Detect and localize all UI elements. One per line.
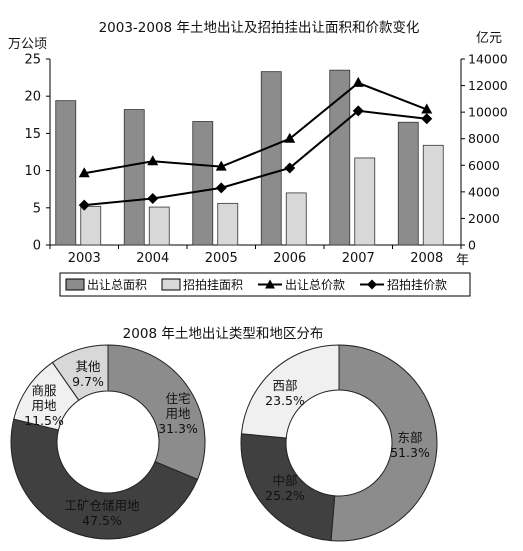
x-axis-unit-label: 年 <box>456 253 469 268</box>
region-slice-1 <box>240 433 336 542</box>
region-slice-0 <box>330 344 438 542</box>
bar-total-area <box>123 109 145 246</box>
right-tick-label: 0 <box>468 238 476 253</box>
slice-name-commercial-2: 用地 <box>31 398 57 413</box>
slice-name-industrial: 工矿仓储用地 <box>64 498 140 513</box>
bar-auction-area <box>148 206 170 246</box>
legend-label-auction-price: 招拍挂价款 <box>387 277 447 292</box>
right-tick-label: 12000 <box>468 78 508 93</box>
land-type-slice-3 <box>51 344 109 401</box>
right-tick-label: 4000 <box>468 184 500 199</box>
legend-marker-diamond <box>367 279 377 290</box>
x-axis-ticks: 2003 2004 2005 2006 2007 2008 <box>49 245 462 266</box>
point-total-price <box>215 160 227 171</box>
point-auction-price <box>215 182 227 194</box>
slice-pct-east: 51.3% <box>390 445 430 460</box>
bar-total-area <box>397 121 419 246</box>
bar-auction-area <box>80 205 102 246</box>
line-auction-price <box>84 109 427 207</box>
left-axis-unit-label: 万公顷 <box>8 37 47 52</box>
left-tick-label: 10 <box>24 164 41 179</box>
point-total-price <box>147 155 159 166</box>
slice-label-central: 中部 25.2% <box>265 473 305 503</box>
point-auction-price <box>352 105 364 117</box>
left-y-axis-ticks: 0 5 10 15 20 25 <box>24 53 50 254</box>
slice-pct-residential: 31.3% <box>158 421 198 436</box>
region-donut-labels: 东部 51.3% 中部 25.2% 西部 23.5% <box>265 378 430 503</box>
point-auction-price <box>147 193 159 204</box>
left-tick-label: 0 <box>33 239 41 254</box>
x-tick-label: 2005 <box>205 251 238 266</box>
donut-charts-title: 2008 年土地出让类型和地区分布 <box>123 326 324 342</box>
point-total-price <box>78 167 90 178</box>
bar-auction-area <box>217 202 239 246</box>
x-tick-label: 2004 <box>136 251 169 266</box>
slice-name-residential-2: 用地 <box>165 406 191 421</box>
bar-auction-area <box>285 192 307 246</box>
bar-auction-area <box>422 144 444 246</box>
slice-pct-other: 9.7% <box>72 374 104 389</box>
slice-label-residential: 住宅用地 31.3% <box>158 391 198 436</box>
bar-total-area <box>55 100 77 246</box>
slice-label-industrial: 工矿仓储用地 47.5% <box>64 498 140 528</box>
point-auction-price <box>421 113 433 125</box>
point-total-price <box>421 103 433 114</box>
left-tick-label: 15 <box>24 127 41 142</box>
point-auction-price <box>284 162 296 174</box>
slice-name-west: 西部 <box>272 378 297 393</box>
slice-name-other: 其他 <box>75 359 101 374</box>
right-tick-label: 8000 <box>468 131 500 146</box>
right-tick-label: 14000 <box>468 52 508 67</box>
line-total-price <box>84 81 428 175</box>
right-tick-label: 2000 <box>468 211 500 226</box>
slice-pct-commercial: 11.5% <box>24 413 64 428</box>
legend-swatch-total-area <box>65 278 85 291</box>
slice-label-commercial: 商服用地 11.5% <box>24 383 64 428</box>
land-type-donut <box>10 344 206 540</box>
slice-pct-west: 23.5% <box>265 393 305 408</box>
region-donut <box>240 344 438 542</box>
point-total-price <box>284 132 296 143</box>
right-tick-label: 6000 <box>468 158 500 173</box>
left-tick-label: 5 <box>33 201 41 216</box>
x-tick-label: 2008 <box>410 251 443 266</box>
right-tick-label: 10000 <box>468 105 508 120</box>
slice-name-central: 中部 <box>272 473 297 488</box>
bar-total-area <box>260 71 282 246</box>
right-y-axis-ticks: 0 2000 4000 6000 8000 10000 12000 14000 <box>461 52 508 253</box>
bar-total-area <box>329 69 351 246</box>
bar-series-group <box>55 69 444 246</box>
left-tick-label: 20 <box>24 90 41 105</box>
legend-label-total-area: 出让总面积 <box>87 278 147 292</box>
slice-name-east: 东部 <box>397 430 422 445</box>
point-total-price <box>352 76 364 87</box>
x-tick-label: 2003 <box>68 251 101 266</box>
slice-label-east: 东部 51.3% <box>390 430 430 460</box>
point-auction-price <box>78 199 90 211</box>
bar-total-area <box>192 121 214 246</box>
land-type-slice-1 <box>10 418 199 540</box>
region-slice-2 <box>240 344 340 439</box>
legend-marker-triangle <box>265 279 275 289</box>
x-tick-label: 2007 <box>342 251 375 266</box>
bar-line-chart-title: 2003-2008 年土地出让及招拍挂出让面积和价款变化 <box>99 20 420 36</box>
legend-swatch-auction-area <box>161 278 181 291</box>
x-tick-label: 2006 <box>273 251 306 266</box>
slice-pct-industrial: 47.5% <box>82 513 122 528</box>
legend-label-auction-area: 招拍挂面积 <box>183 277 243 292</box>
land-type-donut-labels: 住宅用地 31.3% 工矿仓储用地 47.5% 商服用地 11.5% 其他 9.7% <box>24 359 198 528</box>
legend-label-total-price: 出让总价款 <box>285 278 345 292</box>
slice-name-commercial-1: 商服 <box>31 383 57 398</box>
slice-pct-central: 25.2% <box>265 488 305 503</box>
slice-name-residential-1: 住宅 <box>165 391 190 406</box>
left-tick-label: 25 <box>24 53 41 68</box>
slice-label-west: 西部 23.5% <box>265 378 305 408</box>
bar-auction-area <box>354 157 376 246</box>
land-type-slice-0 <box>107 344 206 481</box>
line-series-group <box>78 76 433 211</box>
slice-label-other: 其他 9.7% <box>72 359 104 389</box>
right-axis-unit-label: 亿元 <box>476 31 502 46</box>
